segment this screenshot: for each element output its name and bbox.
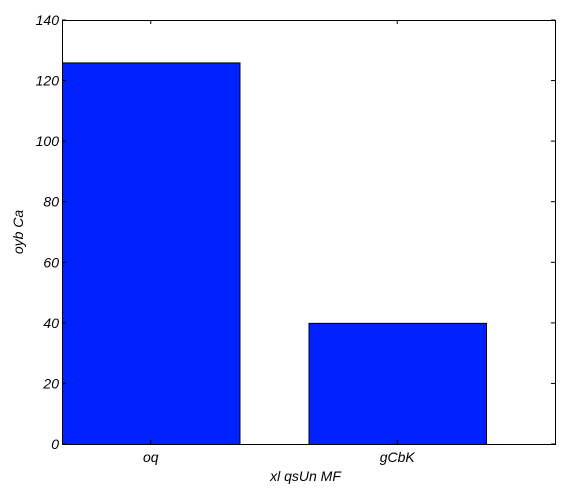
y-tick-label: 0: [51, 436, 59, 452]
bars-layer: [62, 62, 487, 446]
y-tick-label: 140: [36, 12, 60, 28]
plot-frame: [62, 20, 556, 445]
y-axis-label: oyb Ca: [10, 210, 26, 255]
bar-oq: [62, 62, 241, 446]
y-axis-ticks: 0 20 40 60 80 100 120 140: [36, 12, 555, 452]
x-axis-label: xl qsUn MF: [269, 468, 342, 484]
x-axis-ticks: oq gCbK: [143, 20, 415, 465]
x-tick-label: oq: [143, 449, 159, 465]
y-tick-label: 20: [42, 375, 59, 391]
y-tick-label: 120: [36, 73, 60, 89]
y-tick-label: 40: [43, 315, 59, 331]
x-tick-label: gCbK: [380, 449, 416, 465]
y-tick-label: 60: [43, 254, 59, 270]
y-tick-label: 100: [36, 133, 60, 149]
bar-gCbK: [308, 322, 487, 446]
y-tick-label: 80: [43, 194, 59, 210]
